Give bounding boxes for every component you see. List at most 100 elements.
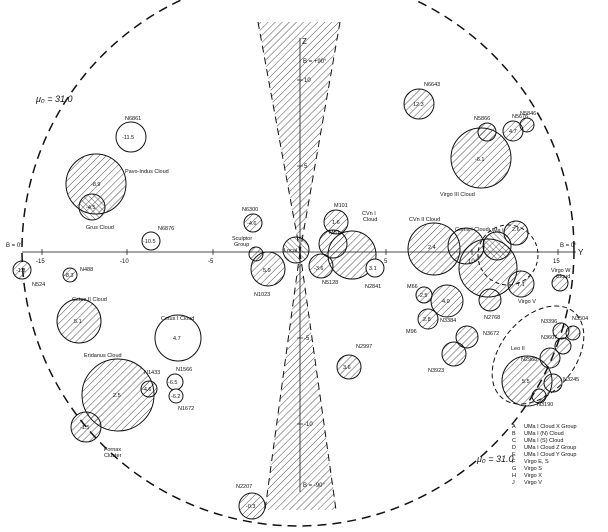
label-n3504: N3504	[572, 316, 588, 322]
label-n5676: N5676	[512, 114, 528, 120]
label-n3672: N3672	[483, 331, 499, 337]
value-m66: -2.5	[418, 293, 427, 299]
circle-cvn-i	[327, 230, 377, 280]
label-n2968: N2968	[521, 357, 537, 363]
legend-text-5: Virgo E, S	[524, 459, 549, 465]
label-virgo-iii: Virgo III Cloud	[440, 192, 475, 198]
zone-of-avoidance	[257, 21, 341, 511]
value-n6861: -11.5	[122, 135, 134, 141]
circle-grus	[78, 193, 106, 221]
circle-virgo-w	[551, 274, 569, 292]
legend-text-1: UMa I (N) Cloud	[524, 431, 564, 437]
value-n6876: -10.5	[143, 239, 156, 245]
value-n2841: 3.1	[369, 266, 377, 272]
tick-z-5: 5	[304, 164, 308, 170]
value-n5676: 4.7	[509, 129, 517, 135]
value-n1566: -6.5	[168, 380, 177, 386]
label-m66: M66	[407, 284, 418, 290]
label-coma-i: Coma I Cloud	[455, 227, 489, 233]
legend-key-5: F	[512, 459, 516, 465]
value-n3384: 4.0	[442, 299, 450, 305]
circle-n1023	[250, 251, 286, 287]
axis-y-label: Y	[578, 248, 584, 257]
b-bottom-label: B = -90°	[303, 483, 326, 489]
legend-text-0: UMa I Cloud X Group	[524, 424, 577, 430]
legend-key-2: C	[512, 438, 516, 444]
legend-key-8: J	[512, 480, 515, 486]
label-virgo-w-cloud: Cloud	[556, 274, 570, 280]
value-eridanus: 2.5	[113, 393, 121, 399]
b-left-label: B = 0°	[6, 243, 23, 249]
label-n3245: N3245	[563, 377, 579, 383]
label-eridanus: Eridanus Cloud	[84, 353, 122, 359]
circle-n3672	[455, 325, 479, 349]
label-virgo-v: Virgo V	[518, 299, 536, 305]
label-n3923: N3923	[428, 368, 444, 374]
legend: A UMa I Cloud X Group B UMa I (N) Cloud …	[512, 424, 577, 486]
tick-x-6: 15	[553, 259, 560, 265]
circle-cetus-i	[154, 314, 202, 362]
label-m101: M101	[334, 203, 348, 209]
label-pavo-indus: Pavo-Indus Cloud	[125, 169, 169, 175]
value-n2968: 5.5	[522, 379, 530, 385]
label-n1566: N1566	[176, 367, 192, 373]
value-n6300: -4.6	[247, 221, 256, 227]
label-m96: M96	[406, 329, 417, 335]
label-virgo-w: Virgo W	[551, 268, 571, 274]
legend-text-6: Virgo S	[524, 466, 542, 472]
value-cvn-ii: 2.4	[428, 245, 436, 251]
circle-n5676	[502, 120, 524, 142]
value-fornax: -1.5	[80, 425, 89, 431]
legend-key-6: G	[512, 466, 516, 472]
value-n5128: -3.6	[314, 266, 323, 272]
value-cetus-i: 4.7	[173, 336, 181, 342]
circle-n1433	[140, 380, 158, 398]
circle-n6861	[115, 121, 147, 153]
circle-n488	[62, 267, 78, 283]
label-leo-ii: Leo II	[511, 346, 525, 352]
circle-n3923	[441, 341, 467, 367]
legend-key-7: H	[512, 473, 516, 479]
tick-x-2: -10	[120, 259, 129, 265]
legend-key-0: A	[512, 424, 516, 430]
boundary-circle	[21, 0, 575, 527]
circle-n2997	[336, 354, 362, 380]
circle-local	[282, 236, 310, 264]
label-n1023: N1023	[254, 292, 270, 298]
label-uma-i: UMa I	[489, 228, 504, 234]
label-n3396: N3396	[541, 319, 557, 325]
label-n2997: N2997	[356, 344, 372, 350]
label-n1433: N1433	[144, 370, 160, 376]
circle-m101	[323, 209, 349, 235]
b-right-label: B = 0°	[560, 243, 577, 249]
circle-n524	[12, 260, 32, 280]
label-local: Local	[284, 248, 297, 254]
circle-n6300	[243, 213, 263, 233]
value-n2997: 3.6	[343, 365, 351, 371]
circle-n2207	[238, 492, 266, 520]
circle-cetus-ii	[56, 298, 102, 344]
label-n524: N524	[32, 282, 45, 288]
label-n2207: N2207	[236, 484, 252, 490]
legend-text-2: UMa I (S) Cloud	[524, 438, 563, 444]
label-n3384: N3384	[440, 318, 456, 324]
label-n1672: N1672	[178, 406, 194, 412]
label-grus: Grus Cloud	[86, 225, 114, 231]
legend-key-4: E	[512, 452, 516, 458]
circle-m96	[417, 308, 439, 330]
value-n1433: -4.6	[142, 387, 151, 393]
label-cetus-ii: Cetus II Cloud	[72, 297, 107, 303]
value-virgo-cloud: 2.6	[512, 227, 520, 233]
label-sculptor-group: Group	[234, 242, 249, 248]
label-n6861: N6861	[125, 116, 141, 122]
tick-z-m5: -5	[304, 336, 310, 342]
object-circles: N6643 12.3 N5846 N5866 N5676 4.7 Virgo I…	[12, 82, 588, 520]
tick-x-3: -5	[208, 259, 214, 265]
circle-n3384	[430, 284, 464, 318]
value-n2207: -0.3	[246, 504, 255, 510]
value-grus: -4.5	[86, 205, 95, 211]
value-virgo-v: 7.1	[517, 282, 525, 288]
circle-virgo-v	[507, 270, 535, 298]
ellipse-leo-group	[491, 305, 585, 405]
